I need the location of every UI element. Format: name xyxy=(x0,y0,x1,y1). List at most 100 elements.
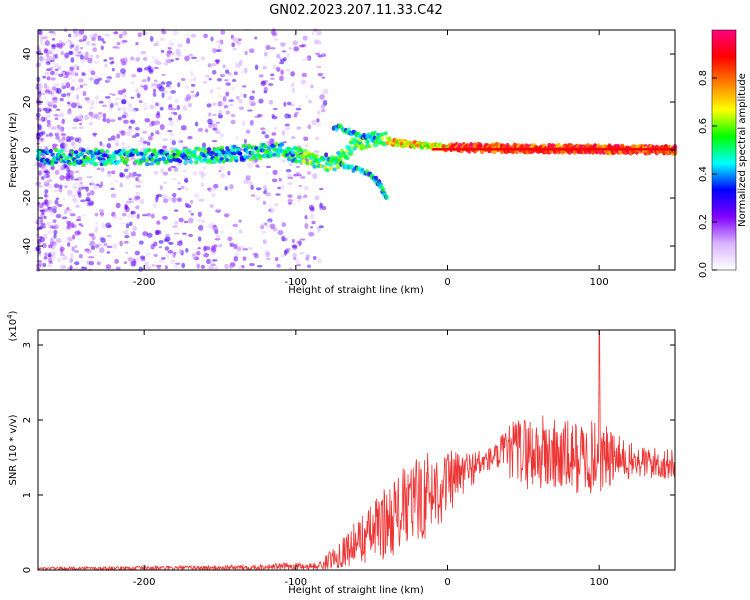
noise-blob xyxy=(211,69,217,75)
noise-blob xyxy=(254,194,260,197)
noise-blob xyxy=(177,139,182,144)
noise-blob xyxy=(308,204,315,211)
noise-blob xyxy=(236,40,242,46)
noise-blob xyxy=(37,219,41,226)
noise-blob xyxy=(261,131,266,135)
noise-blob xyxy=(321,109,326,113)
noise-blob xyxy=(291,244,298,249)
noise-blob xyxy=(111,170,116,175)
noise-blob xyxy=(249,119,254,126)
noise-blob xyxy=(47,90,53,95)
noise-blob xyxy=(307,264,311,268)
noise-blob xyxy=(216,87,222,90)
noise-blob xyxy=(127,213,131,218)
band-blob xyxy=(150,161,155,166)
noise-blob xyxy=(161,92,165,98)
noise-blob xyxy=(278,61,285,65)
noise-blob xyxy=(219,165,225,171)
noise-blob xyxy=(121,142,125,146)
noise-blob xyxy=(171,107,177,111)
noise-blob xyxy=(47,179,53,182)
noise-blob xyxy=(67,109,72,115)
noise-blob xyxy=(136,173,142,177)
noise-blob xyxy=(227,170,231,176)
noise-blob xyxy=(82,83,88,86)
noise-blob xyxy=(106,245,113,249)
noise-blob xyxy=(80,199,86,203)
noise-blob xyxy=(235,135,239,141)
noise-blob xyxy=(99,141,103,147)
band-blob xyxy=(263,144,268,149)
noise-blob xyxy=(50,126,57,130)
noise-blob xyxy=(47,229,53,235)
noise-blob xyxy=(139,180,144,184)
noise-blob xyxy=(191,93,195,99)
noise-blob xyxy=(190,70,194,77)
noise-blob xyxy=(317,258,322,264)
noise-blob xyxy=(279,75,284,82)
noise-blob xyxy=(296,126,302,130)
noise-blob xyxy=(100,38,105,42)
band-blob xyxy=(401,144,407,149)
band-blob xyxy=(232,151,237,156)
noise-blob xyxy=(206,103,212,108)
noise-blob xyxy=(88,260,95,266)
noise-blob xyxy=(61,93,67,98)
noise-blob xyxy=(280,254,285,258)
noise-blob xyxy=(155,40,159,46)
noise-blob xyxy=(146,141,151,146)
noise-blob xyxy=(54,72,59,76)
noise-blob xyxy=(134,250,140,256)
band-blob xyxy=(228,158,234,163)
noise-blob xyxy=(70,252,74,259)
noise-blob xyxy=(241,265,245,269)
band-blob xyxy=(214,152,219,157)
noise-blob xyxy=(216,208,220,211)
noise-blob xyxy=(315,52,321,56)
noise-blob xyxy=(122,212,127,217)
noise-blob xyxy=(59,97,64,102)
noise-blob xyxy=(269,208,275,214)
noise-blob xyxy=(304,215,308,220)
noise-blob xyxy=(185,93,192,100)
noise-blob xyxy=(74,245,78,249)
noise-blob xyxy=(263,188,268,193)
noise-blob xyxy=(264,79,268,84)
noise-blob xyxy=(85,260,90,264)
noise-blob xyxy=(249,262,255,267)
noise-blob xyxy=(293,113,298,118)
noise-blob xyxy=(255,197,260,201)
noise-blob xyxy=(210,247,217,253)
band-blob xyxy=(119,155,124,160)
noise-blob xyxy=(135,57,141,62)
noise-blob xyxy=(70,213,76,217)
band-blob xyxy=(183,156,188,161)
noise-blob xyxy=(43,170,48,174)
noise-blob xyxy=(100,213,104,217)
noise-blob xyxy=(172,192,177,198)
noise-blob xyxy=(93,78,100,85)
noise-blob xyxy=(163,181,168,185)
band-blob xyxy=(325,168,330,173)
spectrogram-ytick-label: 0 xyxy=(22,147,33,153)
noise-blob xyxy=(123,261,128,265)
noise-blob xyxy=(113,102,119,106)
band-blob xyxy=(256,148,261,153)
noise-blob xyxy=(155,194,160,199)
noise-blob xyxy=(56,108,61,111)
noise-blob xyxy=(113,31,119,35)
noise-blob xyxy=(139,136,144,143)
noise-blob xyxy=(180,185,185,190)
noise-blob xyxy=(176,240,183,246)
noise-blob xyxy=(233,255,239,262)
noise-blob xyxy=(87,57,93,64)
noise-blob xyxy=(240,70,246,74)
noise-blob xyxy=(319,187,324,191)
noise-blob xyxy=(75,204,80,208)
branch-blob xyxy=(381,187,386,193)
colorbar-ticks: 0.0 0.2 0.4 0.6 0.8 xyxy=(698,70,717,278)
noise-blob xyxy=(208,221,214,228)
noise-blob xyxy=(66,135,71,142)
branch-blob xyxy=(384,194,389,200)
